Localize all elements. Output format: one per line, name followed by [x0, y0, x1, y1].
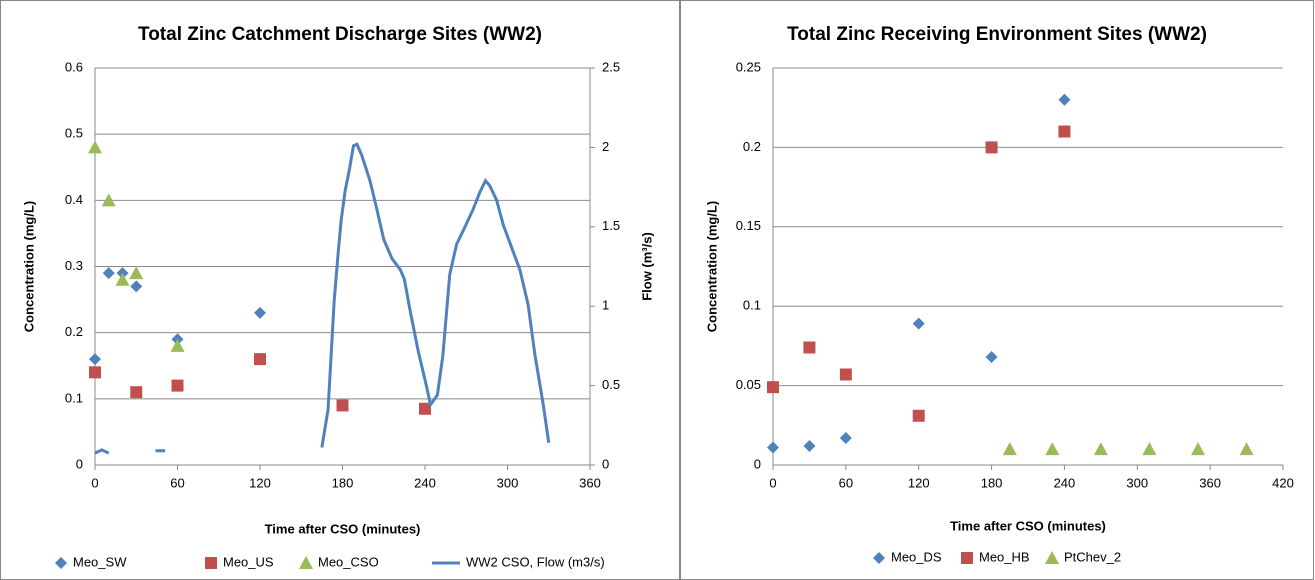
marker-square — [130, 386, 143, 399]
chart-frame — [680, 0, 1314, 580]
marker-square — [1058, 125, 1071, 138]
y-tick-label: 0.2 — [743, 139, 761, 154]
marker-square — [171, 379, 184, 392]
x-tick-label: 60 — [839, 475, 853, 490]
y-tick-label: 0.25 — [736, 59, 761, 74]
y-tick-label: 0.3 — [65, 258, 83, 273]
chart-title: Total Zinc Catchment Discharge Sites (WW… — [138, 24, 542, 45]
marker-diamond — [130, 280, 143, 293]
marker-triangle — [170, 338, 185, 352]
legend-label: Meo_CSO — [318, 554, 379, 569]
x-axis-title: Time after CSO (minutes) — [265, 521, 421, 536]
x-tick-label: 180 — [981, 475, 1003, 490]
y2-tick-label: 0 — [602, 456, 609, 471]
y2-tick-label: 2 — [602, 139, 609, 154]
marker-square — [803, 341, 816, 354]
y-tick-label: 0.15 — [736, 218, 761, 233]
legend-label: Meo_US — [223, 554, 274, 569]
chart-title: Total Zinc Receiving Environment Sites (… — [787, 24, 1207, 45]
marker-square — [961, 552, 973, 564]
y-tick-label: 0.1 — [743, 298, 761, 313]
x-tick-label: 60 — [170, 475, 184, 490]
x-tick-label: 0 — [769, 475, 776, 490]
legend-label: Meo_DS — [891, 549, 942, 564]
marker-diamond — [55, 557, 67, 569]
marker-diamond — [803, 439, 816, 452]
legend-label: WW2 CSO, Flow (m3/s) — [466, 554, 605, 569]
marker-square — [205, 557, 217, 569]
x-tick-label: 120 — [249, 475, 271, 490]
y-axis-title: Concentration (mg/L) — [21, 201, 36, 332]
y2-tick-label: 1.5 — [602, 218, 620, 233]
marker-square — [839, 368, 852, 381]
y-tick-label: 0 — [76, 456, 83, 471]
marker-diamond — [985, 351, 998, 364]
legend-label: PtChev_2 — [1064, 549, 1121, 564]
y-axis-title: Concentration (mg/L) — [704, 201, 719, 332]
marker-diamond — [873, 552, 885, 564]
marker-triangle — [1045, 551, 1059, 564]
x-tick-label: 240 — [414, 475, 436, 490]
y2-tick-label: 2.5 — [602, 59, 620, 74]
x-tick-label: 420 — [1272, 475, 1294, 490]
chart-frame — [0, 0, 680, 580]
marker-triangle — [1045, 442, 1060, 456]
y-tick-label: 0.4 — [65, 192, 83, 207]
marker-triangle — [299, 556, 313, 569]
y-tick-label: 0.6 — [65, 59, 83, 74]
legend-label: Meo_SW — [73, 554, 127, 569]
x-tick-label: 0 — [91, 475, 98, 490]
x-axis-title: Time after CSO (minutes) — [950, 518, 1106, 533]
marker-square — [985, 141, 998, 154]
marker-square — [336, 399, 349, 412]
marker-triangle — [115, 272, 130, 286]
marker-triangle — [1142, 442, 1157, 456]
x-tick-label: 300 — [497, 475, 519, 490]
x-tick-label: 240 — [1054, 475, 1076, 490]
marker-diamond — [839, 432, 852, 445]
marker-triangle — [1239, 442, 1254, 456]
y-tick-label: 0.1 — [65, 390, 83, 405]
marker-square — [912, 409, 925, 422]
y2-tick-label: 0.5 — [602, 377, 620, 392]
x-tick-label: 360 — [1199, 475, 1221, 490]
marker-diamond — [912, 317, 925, 330]
marker-triangle — [101, 193, 116, 207]
y-tick-label: 0.2 — [65, 324, 83, 339]
marker-triangle — [129, 266, 144, 280]
marker-triangle — [1191, 442, 1205, 456]
marker-diamond — [1058, 93, 1071, 106]
marker-triangle — [1002, 442, 1017, 456]
marker-triangle — [88, 140, 102, 154]
x-tick-label: 120 — [908, 475, 930, 490]
flow-line — [94, 142, 551, 455]
marker-diamond — [102, 267, 115, 280]
marker-square — [89, 366, 101, 379]
marker-square — [254, 353, 266, 366]
marker-diamond — [767, 441, 779, 454]
y2-axis-title: Flow (m³/s) — [639, 232, 654, 301]
y-tick-label: 0.05 — [736, 377, 761, 392]
marker-diamond — [254, 306, 266, 319]
legend-label: Meo_HB — [979, 549, 1030, 564]
y-tick-label: 0 — [754, 456, 761, 471]
marker-square — [419, 402, 431, 415]
marker-square — [767, 381, 779, 394]
x-tick-label: 300 — [1126, 475, 1148, 490]
x-tick-label: 180 — [332, 475, 354, 490]
marker-diamond — [89, 353, 101, 366]
x-tick-label: 360 — [579, 475, 601, 490]
y-tick-label: 0.5 — [65, 126, 83, 141]
marker-triangle — [1093, 442, 1108, 456]
y2-tick-label: 1 — [602, 298, 609, 313]
